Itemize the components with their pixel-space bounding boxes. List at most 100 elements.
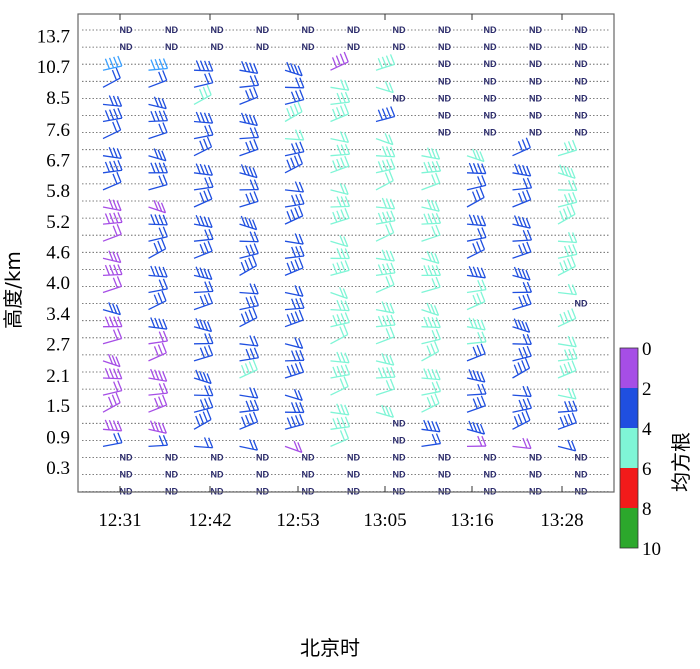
wind-barb (375, 222, 395, 242)
wind-barb (330, 207, 350, 225)
wind-barb (421, 368, 441, 381)
wind-barb (148, 174, 168, 191)
colorbar-tick-label: 8 (642, 499, 652, 520)
missing-data-label: ND (484, 59, 497, 69)
wind-barb (102, 95, 123, 107)
y-tick-label: 0.3 (46, 458, 70, 479)
wind-barb (421, 302, 440, 316)
wind-barb (239, 231, 259, 243)
wind-barb (330, 351, 350, 364)
y-tick-label: 2.7 (46, 335, 70, 356)
wind-barb (466, 435, 487, 448)
wind-barb (512, 333, 532, 345)
wind-barb (239, 411, 259, 430)
wind-barb (284, 388, 303, 401)
wind-barb (239, 191, 259, 208)
colorbar-tick-label: 10 (642, 539, 661, 560)
wind-barb (102, 224, 122, 242)
wind-barb (193, 385, 214, 397)
wind-barb (557, 308, 577, 328)
missing-data-label: ND (438, 76, 451, 86)
wind-barb (375, 378, 396, 396)
missing-data-label: ND (575, 453, 588, 463)
missing-data-label: ND (484, 111, 497, 121)
wind-barb (148, 317, 168, 330)
wind-barb (102, 302, 121, 316)
wind-barb (330, 51, 349, 71)
missing-data-label: ND (575, 93, 588, 103)
wind-barb (193, 176, 214, 191)
wind-barb (148, 96, 167, 110)
missing-data-label: ND (575, 76, 588, 86)
wind-barb (284, 309, 304, 328)
wind-barb (284, 101, 303, 123)
wind-barb (148, 214, 168, 226)
wind-barb (239, 61, 259, 75)
y-tick-label: 5.8 (46, 181, 70, 202)
missing-data-label: ND (438, 111, 451, 121)
colorbar-frame (619, 347, 639, 549)
wind-barb (284, 285, 304, 297)
wind-barb (102, 198, 122, 212)
wind-barb (148, 278, 169, 294)
wind-barb (512, 137, 531, 157)
missing-data-label: ND (575, 299, 588, 309)
wind-barb (148, 148, 167, 162)
wind-barb (330, 196, 351, 208)
wind-barb (330, 248, 350, 260)
missing-data-label: ND (529, 453, 542, 463)
missing-data-label: ND (211, 470, 224, 480)
wind-barb (375, 158, 396, 174)
missing-data-label: ND (484, 470, 497, 480)
y-tick-label: 4.6 (46, 243, 70, 264)
wind-barb (193, 437, 214, 449)
wind-barb (466, 265, 486, 279)
wind-barb (375, 146, 396, 158)
wind-barb (193, 214, 213, 228)
wind-barb (102, 107, 123, 123)
wind-barb (557, 400, 578, 413)
x-tick-label: 13:16 (450, 510, 493, 531)
wind-barb (102, 250, 122, 264)
wind-barb (421, 329, 441, 345)
wind-barb (284, 350, 305, 362)
wind-barb (148, 394, 168, 413)
wind-barb (466, 420, 486, 435)
missing-data-label: ND (302, 453, 315, 463)
missing-data-label: ND (529, 111, 542, 121)
wind-barb (193, 333, 214, 345)
x-tick-label: 12:53 (276, 510, 319, 531)
missing-data-label: ND (211, 25, 224, 35)
wind-barb (375, 326, 395, 345)
wind-barb (239, 439, 259, 451)
wind-barb (102, 328, 123, 345)
colorbar-segment (620, 428, 638, 468)
x-tick-label: 13:05 (363, 510, 406, 531)
wind-barb (193, 281, 214, 294)
wind-barb (421, 160, 442, 174)
y-axis-ticks: 13.7 10.7 8.5 7.6 6.7 5.8 5.2 4.6 4.0 3.4 2.7 2.1 1.… (37, 27, 71, 479)
wind-barb (330, 144, 351, 157)
missing-data-label: ND (484, 453, 497, 463)
wind-barb (512, 215, 531, 229)
wind-barb (512, 410, 531, 430)
wind-barb (330, 324, 349, 345)
wind-barb (193, 124, 214, 140)
wind-barb (193, 266, 213, 281)
wind-barb (512, 385, 532, 398)
wind-barb (148, 162, 168, 174)
wind-barb (466, 239, 486, 259)
wind-barb (512, 177, 533, 191)
wind-barb (102, 380, 123, 396)
wind-barb (102, 353, 121, 368)
wind-barb (148, 199, 167, 214)
wind-barb (466, 175, 487, 191)
wind-barb (557, 180, 578, 192)
wind-barb (512, 398, 532, 413)
wind-barb (148, 382, 169, 396)
wind-barb (557, 360, 577, 379)
y-tick-label: 6.7 (46, 151, 70, 172)
wind-barb (466, 331, 487, 345)
missing-data-label: ND (575, 128, 588, 138)
